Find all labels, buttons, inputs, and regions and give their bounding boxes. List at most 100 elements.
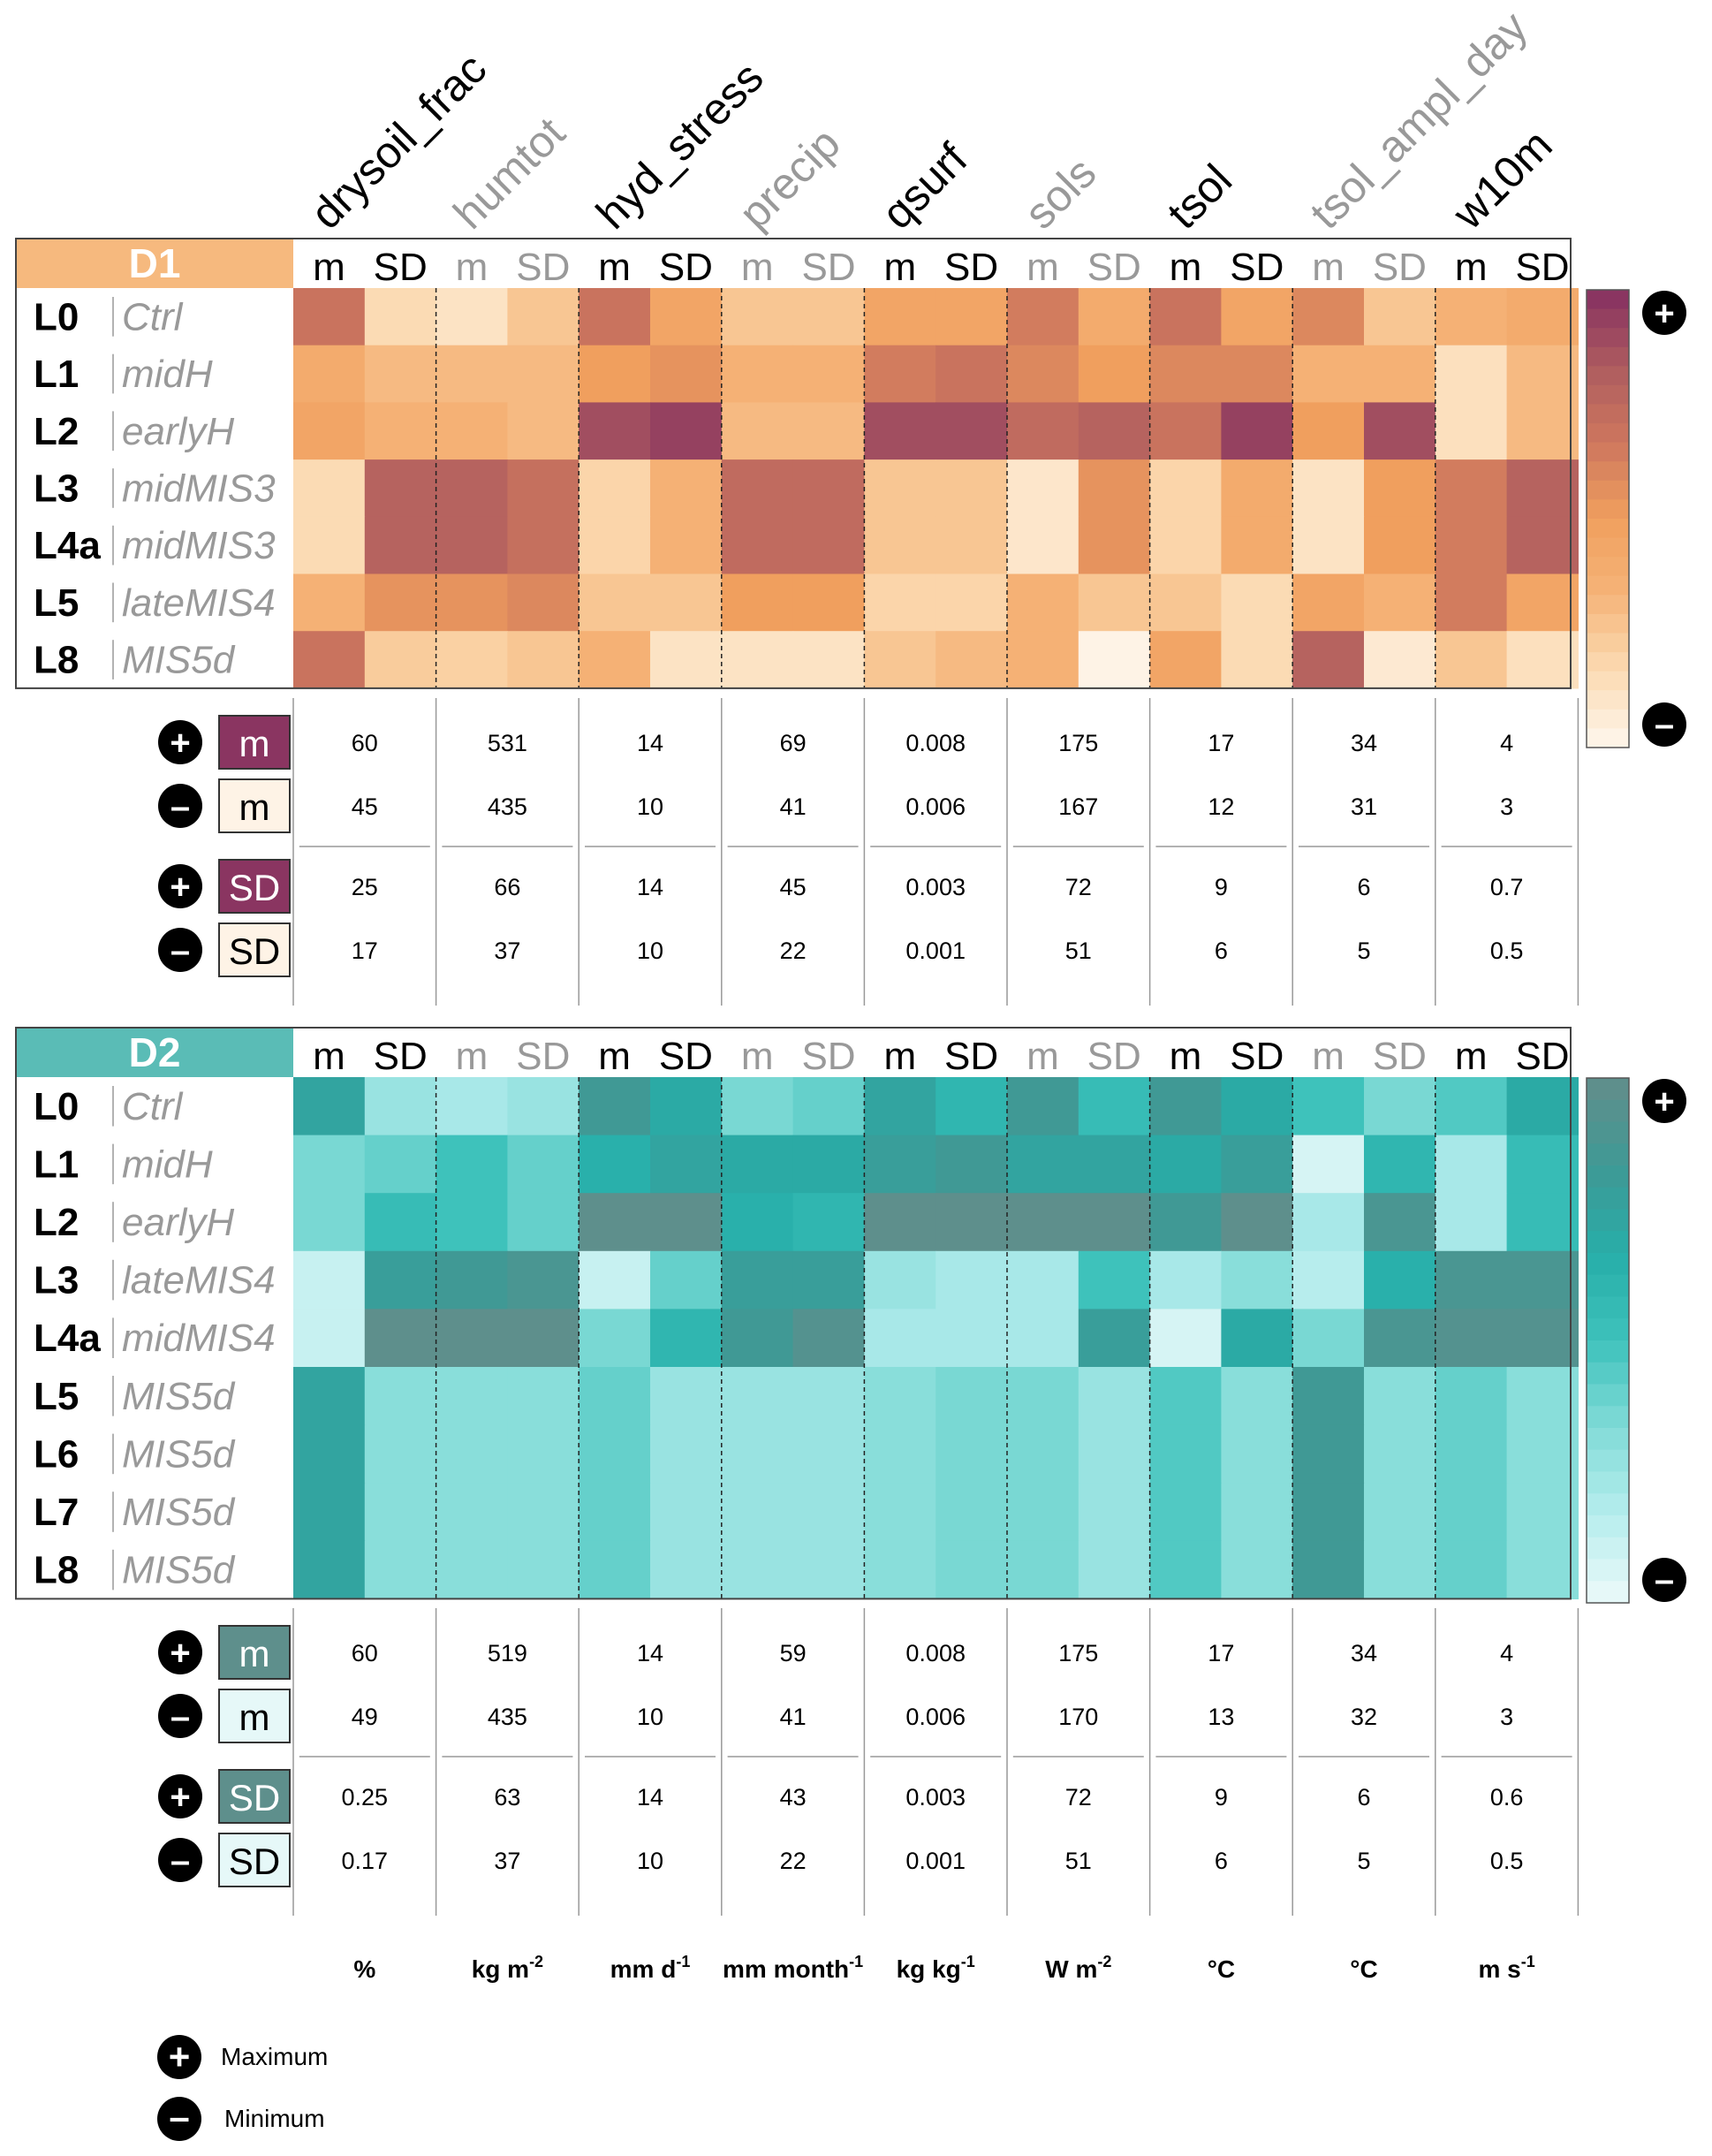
sub-label-m: m [883, 1035, 916, 1078]
colorbar-step [1587, 1406, 1629, 1429]
heatmap-cell [1435, 1367, 1508, 1426]
heatmap-cell [579, 345, 651, 403]
heatmap-cell [1221, 516, 1293, 575]
heatmap-cell [293, 1077, 366, 1136]
heatmap-cell [436, 1424, 508, 1484]
heatmap-cell [507, 1135, 580, 1194]
heatmap-cell [864, 1193, 936, 1252]
heatmap-cell [1364, 1540, 1436, 1599]
heatmap-cell [1078, 1483, 1151, 1542]
heatmap-cell [1078, 459, 1151, 518]
heatmap-cell [507, 402, 580, 460]
level-label: midMIS3 [122, 467, 276, 510]
heatmap-cell [1221, 573, 1293, 632]
stat-swatch [218, 1833, 291, 1887]
stat-value: 0.003 [905, 1784, 966, 1811]
stat-value: 6 [1215, 938, 1228, 964]
colorbar-max-icon: + [1642, 1079, 1686, 1123]
colorbar-step [1587, 366, 1629, 386]
heatmap-cell [507, 1367, 580, 1426]
heatmap-cell [1149, 631, 1222, 689]
heatmap-cell [864, 1540, 936, 1599]
sub-label-m: m [456, 246, 489, 289]
stat-value: 0.001 [905, 938, 966, 964]
legend-max-label: Maximum [221, 2043, 329, 2070]
colorbar-step [1587, 442, 1629, 462]
heatmap-cell [864, 1309, 936, 1368]
stat-key-label: SD [229, 1777, 280, 1818]
heatmap-cell [579, 631, 651, 689]
heatmap-cell [1221, 1367, 1293, 1426]
stat-value: 31 [1351, 793, 1377, 820]
stat-value: 51 [1065, 938, 1092, 964]
heatmap-cell [721, 1483, 794, 1542]
colorbar-step [1587, 1231, 1629, 1254]
level-label: MIS5d [122, 639, 236, 682]
heatmap-cell [721, 1540, 794, 1599]
heatmap-cell [579, 1077, 651, 1136]
heatmap-cell [792, 1309, 865, 1368]
level-code: L3 [34, 1259, 79, 1302]
heatmap-cell [792, 345, 865, 403]
sub-label-sd: SD [1230, 246, 1284, 289]
plus-icon [158, 1774, 202, 1818]
glyph: + [170, 1778, 190, 1817]
colorbar-step [1587, 461, 1629, 482]
glyph: – [170, 1697, 190, 1736]
heatmap-cell [1149, 1250, 1222, 1310]
stat-value: 14 [637, 1784, 663, 1811]
heatmap-cell [1078, 345, 1151, 403]
heatmap-cell [721, 516, 794, 575]
heatmap-cell [1078, 573, 1151, 632]
heatmap-cell [1007, 288, 1079, 346]
heatmap-cell [936, 1135, 1008, 1194]
colorbar-step [1587, 1340, 1629, 1363]
heatmap-cell [364, 1424, 437, 1484]
heatmap-cell [1221, 1077, 1293, 1136]
colorbar-step [1587, 519, 1629, 539]
plus-icon [158, 1630, 202, 1674]
heatmap-cell [1221, 631, 1293, 689]
sub-label-sd: SD [1087, 1035, 1141, 1078]
sub-label-m: m [1026, 246, 1059, 289]
colorbar-step [1587, 1187, 1629, 1211]
heatmap-cell [1435, 459, 1508, 518]
heatmap-cell [1007, 1424, 1079, 1484]
heatmap-cell [1149, 345, 1222, 403]
stat-value: 0.17 [342, 1848, 389, 1874]
panel-header [16, 1028, 293, 1077]
heatmap-cell [1435, 631, 1508, 689]
panel-title: D1 [129, 240, 181, 286]
stat-value: 10 [637, 938, 663, 964]
variable-label-w10m: w10m [1443, 120, 1562, 239]
sub-label-sd: SD [944, 246, 998, 289]
minus-glyph: – [1655, 1560, 1674, 1599]
stat-value: 175 [1058, 1640, 1098, 1666]
level-code: L5 [34, 1375, 79, 1418]
heatmap-cell [293, 1135, 366, 1194]
heatmap-cell [364, 402, 437, 460]
stat-value: 41 [780, 793, 807, 820]
stat-value: 60 [352, 730, 378, 756]
stat-value: 435 [488, 1704, 527, 1730]
stat-value: 170 [1058, 1704, 1098, 1730]
heatmap-cell [1435, 516, 1508, 575]
heatmap-cell [436, 1193, 508, 1252]
variable-label-sols: sols [1015, 148, 1105, 238]
heatmap-cell [721, 631, 794, 689]
sub-label-m: m [456, 1035, 489, 1078]
heatmap-cell [1435, 1135, 1508, 1194]
stat-value: 13 [1208, 1704, 1234, 1730]
heatmap-cell [1364, 1483, 1436, 1542]
heatmap-cell [1292, 345, 1365, 403]
colorbar-step [1587, 1099, 1629, 1123]
sub-label-m: m [1026, 1035, 1059, 1078]
heatmap-cell [792, 1250, 865, 1310]
heatmap-cell [364, 1077, 437, 1136]
heatmap-cell [507, 516, 580, 575]
heatmap-cell [293, 631, 366, 689]
sub-label-sd: SD [1087, 246, 1141, 289]
heatmap-cell [1506, 516, 1579, 575]
heatmap-cell [293, 1540, 366, 1599]
heatmap-cell [792, 288, 865, 346]
